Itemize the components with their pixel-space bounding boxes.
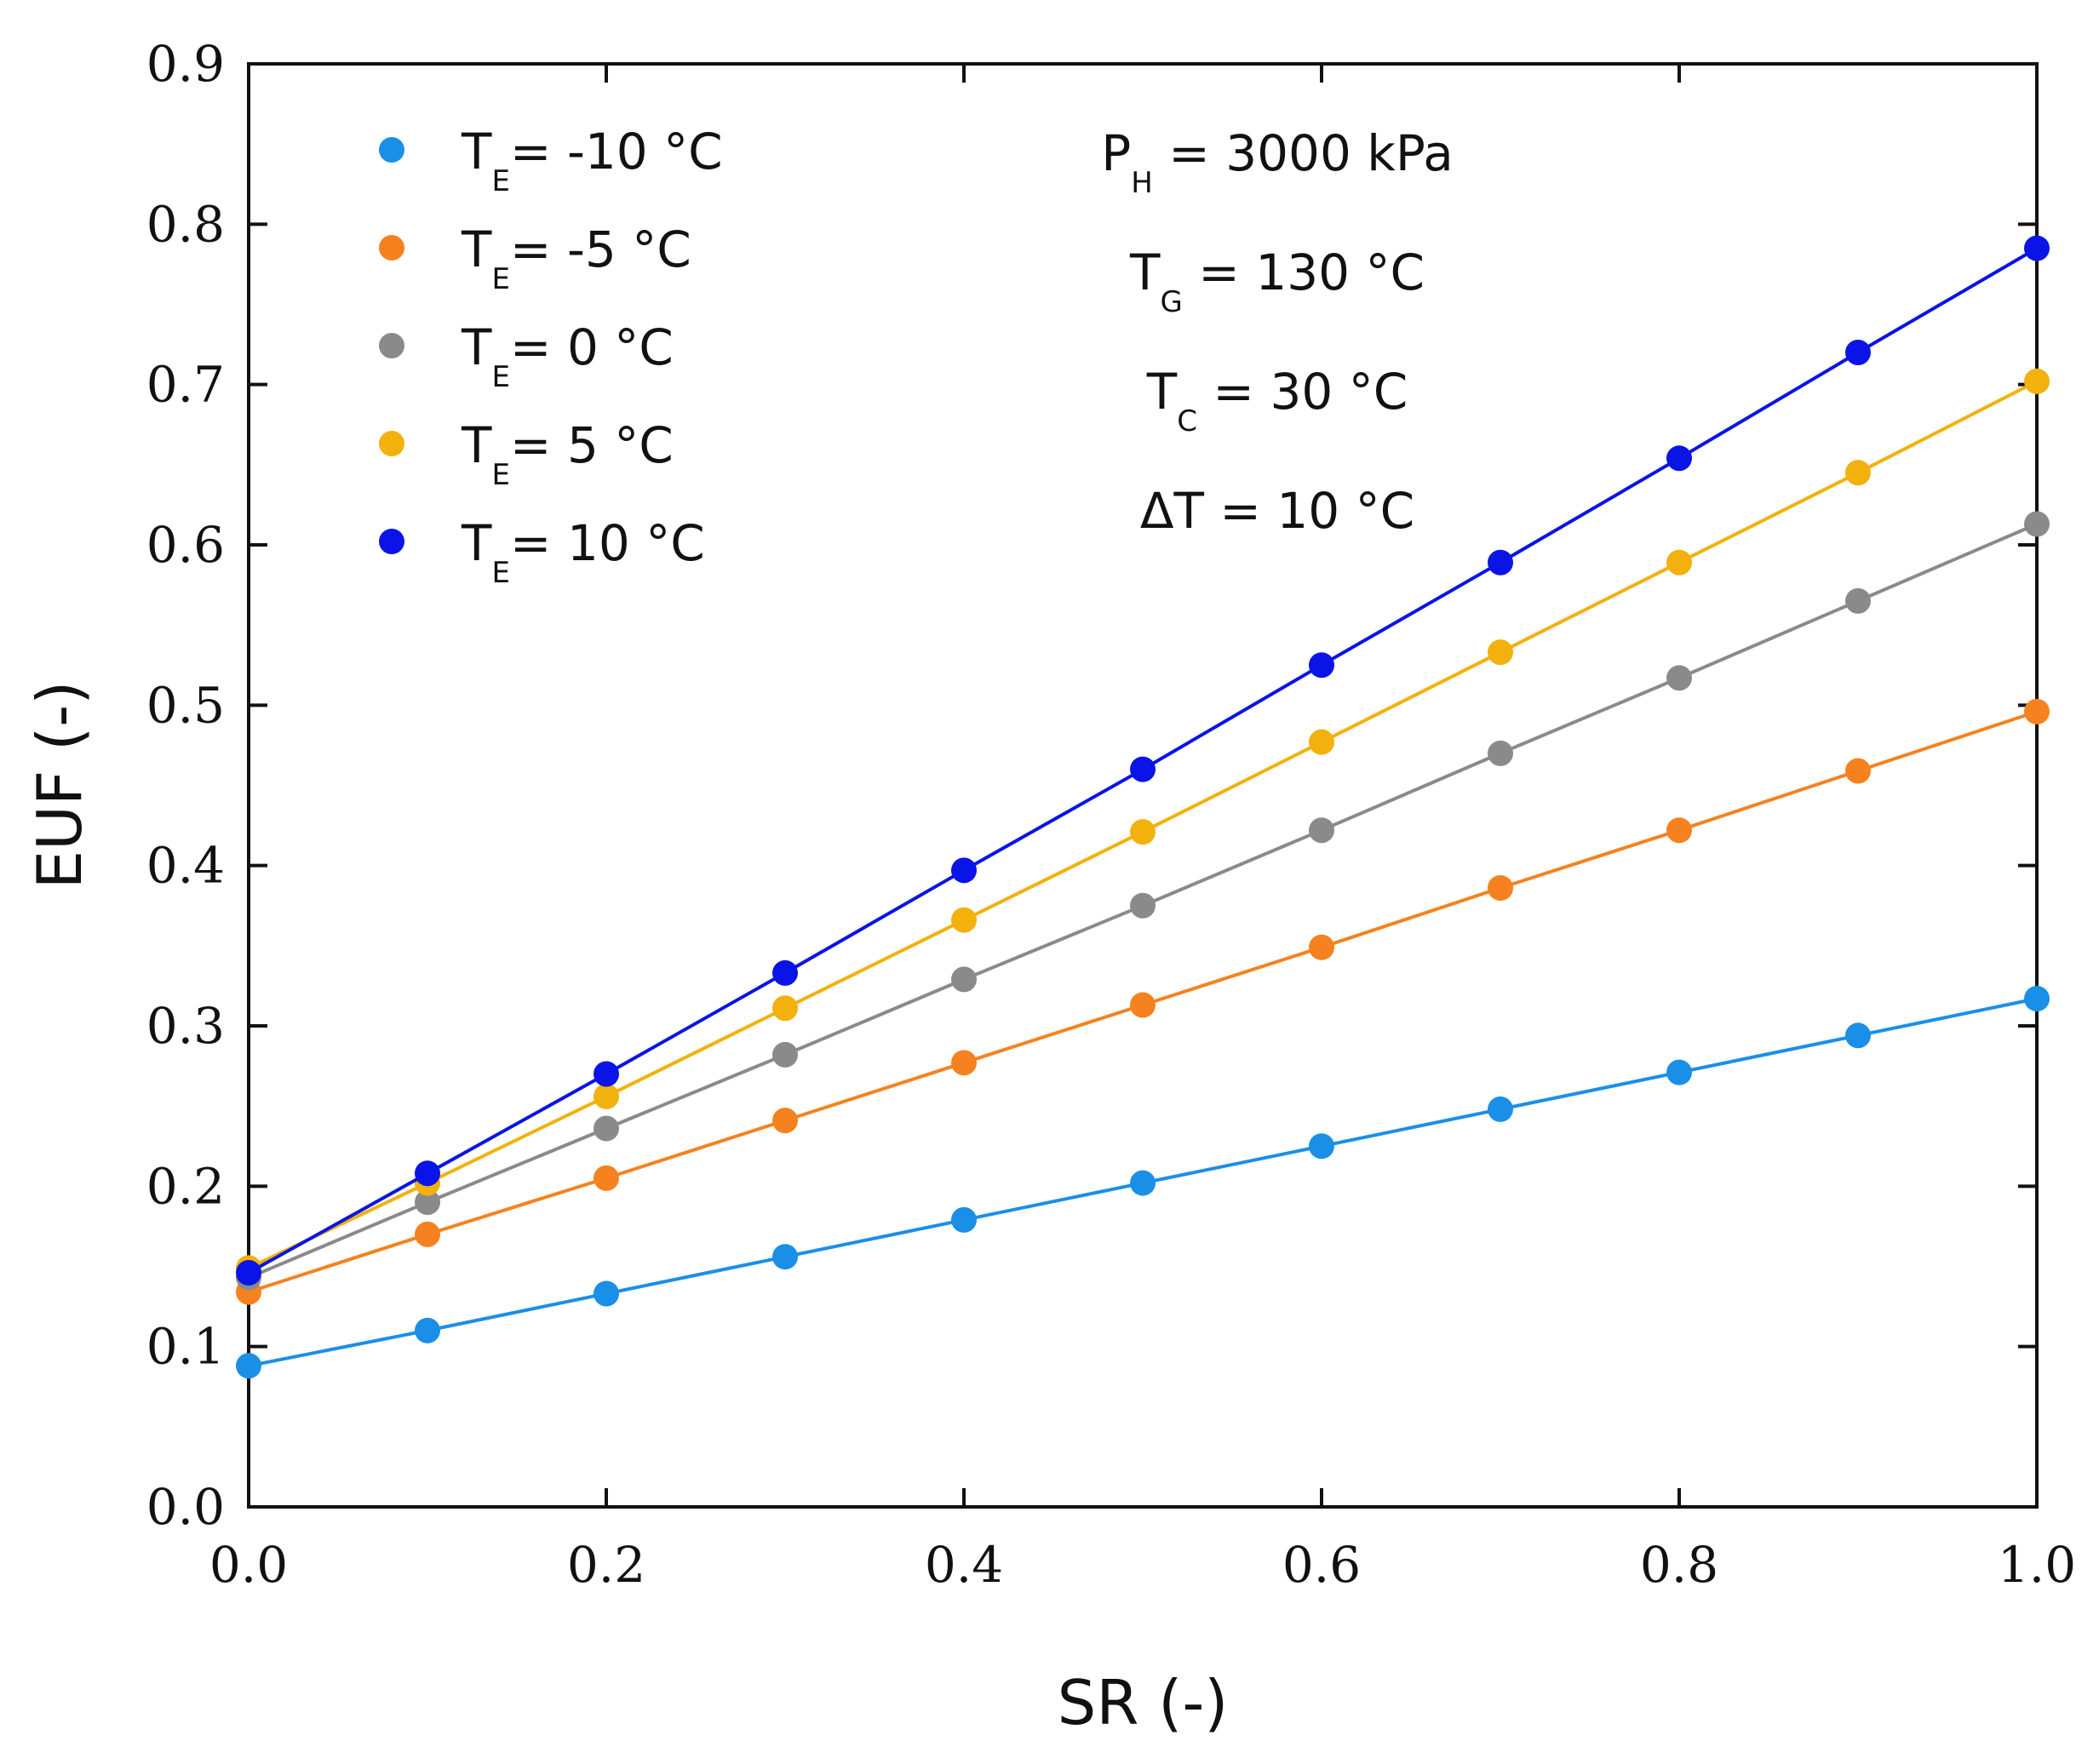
annotation-text: PH = 3000 kPa xyxy=(1101,124,1454,200)
data-point xyxy=(2024,368,2050,394)
y-tick-label: 0.2 xyxy=(146,1157,225,1215)
data-point xyxy=(1845,1022,1871,1049)
data-point xyxy=(2024,985,2050,1011)
y-tick-label: 0.4 xyxy=(146,837,225,895)
data-point xyxy=(1309,1133,1334,1160)
data-point xyxy=(772,959,798,986)
y-tick-label: 0.3 xyxy=(146,997,225,1055)
legend-label: TE= -5 °C xyxy=(461,220,691,296)
data-point xyxy=(2024,511,2050,537)
data-point xyxy=(1666,665,1692,691)
data-point xyxy=(772,995,798,1022)
data-point xyxy=(1845,340,1871,365)
data-point xyxy=(1845,758,1871,784)
series-group xyxy=(236,698,2050,1305)
annotation-block: PH = 3000 kPa TG = 130 °C TC = 30 °C ΔT = 1… xyxy=(1101,124,1454,540)
data-point xyxy=(415,1189,440,1216)
data-point xyxy=(1666,817,1692,844)
legend-label: TE= 5 °C xyxy=(461,416,674,492)
data-point xyxy=(2024,698,2050,724)
data-point xyxy=(1488,639,1513,666)
plot-frame xyxy=(247,62,2039,1509)
y-tick-label: 0.8 xyxy=(146,195,225,253)
legend-marker xyxy=(379,137,404,163)
x-tick-label: 0.8 xyxy=(1640,1536,1718,1594)
x-tick-label: 0.4 xyxy=(925,1536,1003,1594)
legend-marker xyxy=(379,431,404,456)
x-tick-label: 0.0 xyxy=(209,1536,288,1594)
data-point xyxy=(1845,460,1871,486)
data-point xyxy=(1488,740,1513,766)
data-point xyxy=(1309,934,1334,960)
data-point xyxy=(772,1244,798,1270)
x-tick-label: 1.0 xyxy=(1998,1536,2076,1594)
y-tick-label: 0.6 xyxy=(146,516,225,574)
data-point xyxy=(1130,756,1156,782)
legend: TE= -10 °C TE= -5 °C TE= 0 °C TE= 5 °C TE= 1… xyxy=(379,123,723,590)
data-point xyxy=(1488,1096,1513,1122)
data-point xyxy=(772,1108,798,1134)
data-point xyxy=(951,966,977,993)
data-point xyxy=(1309,729,1334,755)
data-point xyxy=(594,1165,619,1191)
data-point xyxy=(594,1280,619,1307)
series-group xyxy=(236,368,2050,1281)
data-point xyxy=(772,1041,798,1068)
data-point xyxy=(951,1206,977,1233)
x-tick-label: 0.2 xyxy=(567,1536,645,1594)
data-point xyxy=(1309,652,1334,679)
data-point xyxy=(1845,587,1871,614)
data-point xyxy=(236,1353,261,1379)
annotation-text: TG = 130 °C xyxy=(1129,243,1425,319)
annotation-text: TC = 30 °C xyxy=(1146,363,1408,438)
axis-ticks: 0.0 0.2 0.4 0.6 0.8 1.0 0.0 0.1 0.2 0.3 0.4 0.5 0.6 0… xyxy=(146,35,2076,1594)
data-point xyxy=(1666,1059,1692,1085)
data-point xyxy=(951,857,977,884)
legend-label: TE= 10 °C xyxy=(461,514,705,590)
y-tick-label: 0.0 xyxy=(146,1478,225,1536)
legend-marker xyxy=(379,529,404,554)
data-point xyxy=(594,1061,619,1087)
x-axis-title: SR (-) xyxy=(1058,1667,1229,1738)
data-point xyxy=(1666,549,1692,576)
annotation-text: ΔT = 10 °C xyxy=(1140,482,1414,540)
series-group xyxy=(236,985,2050,1379)
legend-label: TE= -10 °C xyxy=(461,123,723,198)
data-point xyxy=(951,1050,977,1076)
legend-label: TE= 0 °C xyxy=(461,318,674,394)
y-tick-label: 0.1 xyxy=(146,1318,225,1376)
data-point xyxy=(415,1221,440,1247)
data-point xyxy=(1309,817,1334,844)
data-point xyxy=(594,1115,619,1142)
y-tick-label: 0.5 xyxy=(146,676,225,734)
data-point xyxy=(415,1160,440,1187)
data-point xyxy=(1130,819,1156,845)
y-tick-label: 0.9 xyxy=(146,35,225,93)
legend-marker xyxy=(379,333,404,358)
data-point xyxy=(1666,445,1692,472)
data-point xyxy=(1488,875,1513,902)
x-tick-label: 0.6 xyxy=(1282,1536,1361,1594)
data-point xyxy=(951,907,977,933)
data-point xyxy=(1130,892,1156,919)
y-tick-label: 0.7 xyxy=(146,356,225,414)
data-point xyxy=(1488,549,1513,576)
data-point xyxy=(236,1260,261,1286)
series-group xyxy=(236,235,2050,1286)
data-point xyxy=(594,1083,619,1109)
series-layer xyxy=(236,235,2050,1379)
data-point xyxy=(1130,992,1156,1018)
y-axis-title: EUF (-) xyxy=(24,681,95,890)
legend-marker xyxy=(379,235,404,261)
data-point xyxy=(415,1317,440,1343)
data-point xyxy=(1130,1170,1156,1196)
data-point xyxy=(2024,235,2050,261)
